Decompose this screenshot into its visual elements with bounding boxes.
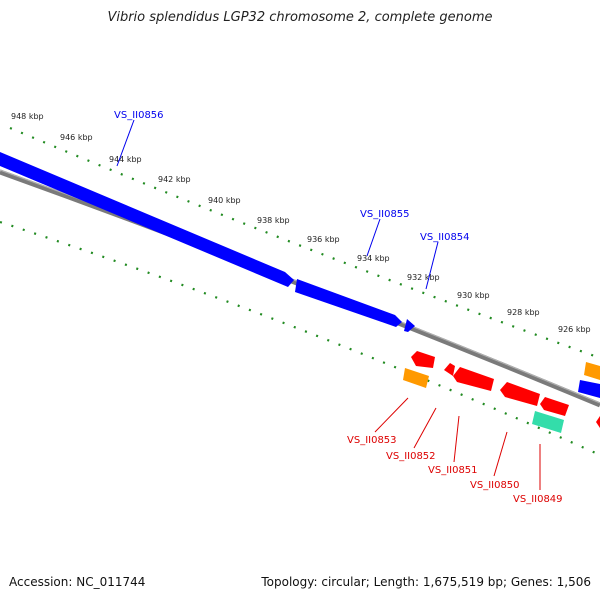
gene-label-vs-ii0856[interactable]: VS_II0856 xyxy=(114,110,164,121)
teal-feature[interactable] xyxy=(532,411,564,433)
gene-label-vs-ii0850[interactable]: VS_II0850 xyxy=(470,480,520,491)
forward-cds-vs-ii0856[interactable] xyxy=(0,152,294,287)
tick-label: 934 kbp xyxy=(357,254,390,263)
gene-label-vs-ii0855[interactable]: VS_II0855 xyxy=(360,209,410,220)
gene-label-vs-ii0853[interactable]: VS_II0853 xyxy=(347,435,397,446)
tick-label: 926 kbp xyxy=(558,325,591,334)
tick-label: 942 kbp xyxy=(158,175,191,184)
forward-cds-vs-ii0855[interactable] xyxy=(295,279,402,327)
orange-feature-2[interactable] xyxy=(584,362,600,380)
tick-label: 930 kbp xyxy=(457,291,490,300)
tick-label: 944 kbp xyxy=(109,155,142,164)
tick-label: 928 kbp xyxy=(507,308,540,317)
reverse-cds-vs-ii0851[interactable] xyxy=(453,367,494,391)
tick-labels: 948 kbp 946 kbp 944 kbp 942 kbp 940 kbp … xyxy=(11,112,591,334)
tick-label: 936 kbp xyxy=(307,235,340,244)
gene-label-vs-ii0854[interactable]: VS_II0854 xyxy=(420,232,470,243)
inner-tick-ring xyxy=(0,220,600,457)
gene-label-vs-ii0849[interactable]: VS_II0849 xyxy=(513,494,563,505)
gene-leader-line xyxy=(116,119,135,167)
outer-tick-ring xyxy=(9,126,600,360)
reverse-gene-labels: VS_II0853 VS_II0852 VS_II0851 VS_II0850 … xyxy=(347,397,563,505)
reverse-cds-vs-ii0852[interactable] xyxy=(444,363,455,376)
reverse-cds-vs-ii0850[interactable] xyxy=(500,382,540,406)
accession-text: Accession: NC_011744 xyxy=(9,575,146,589)
genome-summary-text: Topology: circular; Length: 1,675,519 bp… xyxy=(261,575,591,589)
reverse-cds-vs-ii0853[interactable] xyxy=(411,351,435,368)
tick-label: 940 kbp xyxy=(208,196,241,205)
gene-leader-line xyxy=(413,407,437,449)
gene-label-vs-ii0851[interactable]: VS_II0851 xyxy=(428,465,478,476)
reverse-cds-vs-ii0849[interactable] xyxy=(540,397,569,416)
gene-leader-line xyxy=(425,241,439,290)
tick-label: 932 kbp xyxy=(407,273,440,282)
tick-label: 938 kbp xyxy=(257,216,290,225)
gene-leader-line xyxy=(493,431,508,477)
reverse-cds-edge[interactable] xyxy=(596,416,600,428)
forward-gene-labels: VS_II0856 VS_II0855 VS_II0854 xyxy=(114,110,470,290)
gene-leader-line xyxy=(366,218,381,257)
gene-leader-line xyxy=(453,415,460,463)
forward-cds-group xyxy=(0,152,600,398)
tick-label: 946 kbp xyxy=(60,133,93,142)
gene-label-vs-ii0852[interactable]: VS_II0852 xyxy=(386,451,436,462)
gene-leader-line xyxy=(374,397,409,433)
map-title: Vibrio splendidus LGP32 chromosome 2, co… xyxy=(107,10,493,25)
tick-label: 948 kbp xyxy=(11,112,44,121)
forward-cds-vs-ii0854[interactable] xyxy=(404,319,415,332)
reverse-cds-group xyxy=(403,351,600,433)
orange-feature-1[interactable] xyxy=(403,368,429,388)
forward-cds-edge[interactable] xyxy=(578,380,600,398)
